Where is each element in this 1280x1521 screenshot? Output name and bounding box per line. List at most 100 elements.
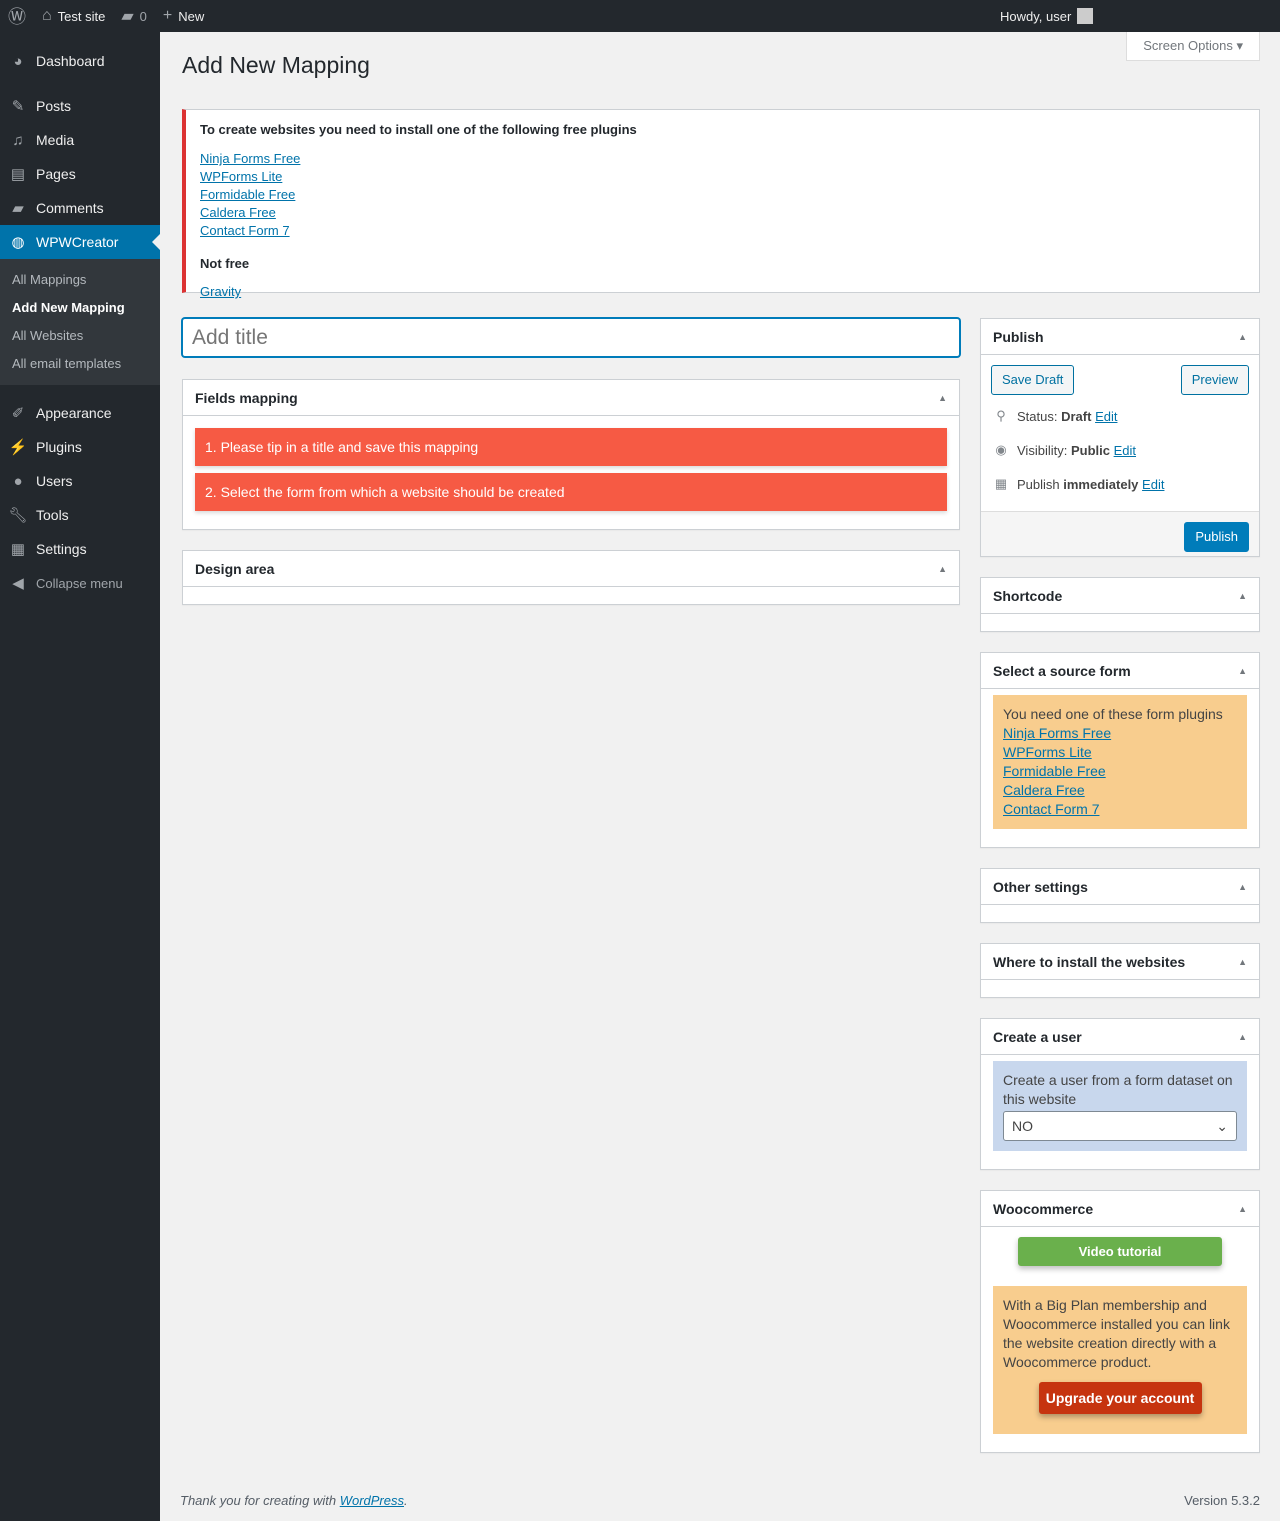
submenu-all-websites[interactable]: All Websites [12, 328, 84, 343]
box-header[interactable]: Woocommerce ▲ [981, 1191, 1259, 1227]
account-menu[interactable]: Howdy, user [1000, 8, 1280, 24]
wordpress-link[interactable]: WordPress [339, 1493, 404, 1508]
toggle-icon[interactable]: ▲ [1238, 1203, 1247, 1214]
video-tutorial-button[interactable]: Video tutorial [1018, 1237, 1222, 1266]
menu-label: Comments [36, 200, 104, 216]
selected-value: NO [1012, 1117, 1033, 1134]
caret-down-icon: ▾ [1236, 38, 1243, 53]
title-input[interactable] [182, 318, 960, 357]
toggle-icon[interactable]: ▲ [938, 392, 947, 403]
requirement-text: You need one of these form plugins [1003, 706, 1223, 722]
comment-icon: ▰ [121, 8, 134, 25]
plugin-requirement: You need one of these form plugins Ninja… [993, 695, 1247, 829]
plugin-notice: To create websites you need to install o… [182, 109, 1260, 299]
submenu-email-templates[interactable]: All email templates [12, 356, 122, 371]
screen-options-label: Screen Options [1143, 38, 1233, 53]
woocommerce-text: With a Big Plan membership and Woocommer… [1003, 1297, 1230, 1370]
box-header[interactable]: Where to install the websites ▲ [981, 944, 1259, 980]
toggle-icon[interactable]: ▲ [1238, 956, 1247, 967]
toggle-icon[interactable]: ▲ [1238, 1031, 1247, 1042]
box-title: Fields mapping [195, 389, 298, 406]
submenu-all-mappings[interactable]: All Mappings [12, 272, 87, 287]
menu-label: Posts [36, 98, 72, 114]
edit-schedule-link[interactable]: Edit [1142, 476, 1165, 492]
menu-label: Plugins [36, 439, 82, 455]
create-user-select[interactable]: NO ⌄ [1003, 1111, 1237, 1141]
notice-link[interactable]: Ninja Forms Free [200, 151, 301, 166]
toggle-icon[interactable]: ▲ [1238, 665, 1247, 676]
design-area-box: Design area ▲ [182, 550, 960, 605]
plugin-link[interactable]: Contact Form 7 [1003, 801, 1100, 817]
menu-label: Users [36, 473, 73, 489]
box-header[interactable]: Design area ▲ [183, 551, 959, 587]
globe-icon: ◍ [11, 234, 25, 251]
thanks-text: Thank you for creating with [180, 1493, 340, 1508]
box-title: Other settings [993, 878, 1088, 895]
box-header[interactable]: Publish ▲ [981, 319, 1259, 355]
menu-dashboard[interactable]: ◕ Dashboard [0, 44, 160, 78]
dashboard-icon: ◕ [13, 52, 23, 70]
menu-label: WPWCreator [36, 234, 119, 250]
edit-visibility-link[interactable]: Edit [1113, 442, 1137, 458]
plugin-link[interactable]: WPForms Lite [1003, 744, 1092, 760]
box-header[interactable]: Other settings ▲ [981, 869, 1259, 905]
menu-plugins[interactable]: ⚡ Plugins [0, 430, 160, 464]
toggle-icon[interactable]: ▲ [1238, 331, 1247, 342]
menu-posts[interactable]: ✎ Posts [0, 89, 160, 123]
menu-pages[interactable]: ▤ Pages [0, 157, 160, 191]
install-location-box: Where to install the websites ▲ [980, 943, 1260, 998]
pages-icon: ▤ [10, 166, 26, 183]
notice-link[interactable]: Gravity [200, 284, 242, 299]
box-header[interactable]: Select a source form ▲ [981, 653, 1259, 689]
calendar-icon: ▦ [994, 476, 1008, 491]
menu-settings[interactable]: ▦ Settings [0, 532, 160, 566]
wordpress-logo-icon[interactable]: Ⓦ [8, 7, 26, 27]
new-link[interactable]: + New [155, 0, 212, 32]
wrench-icon: 🔧︎ [8, 507, 28, 524]
menu-label: Media [36, 132, 75, 148]
notice-link[interactable]: Formidable Free [200, 187, 296, 202]
collapse-menu[interactable]: ◀ Collapse menu [0, 566, 160, 600]
menu-wpwcreator[interactable]: ◍ WPWCreator [0, 225, 160, 259]
upgrade-button[interactable]: Upgrade your account [1038, 1382, 1202, 1414]
media-icon: ♫ [12, 131, 24, 149]
menu-label: Settings [36, 541, 87, 557]
toggle-icon[interactable]: ▲ [1238, 590, 1247, 601]
notice-link[interactable]: Caldera Free [200, 205, 276, 220]
comment-count: 0 [139, 8, 147, 24]
plugin-link[interactable]: Formidable Free [1003, 763, 1106, 779]
edit-status-link[interactable]: Edit [1095, 408, 1118, 424]
menu-tools[interactable]: 🔧︎ Tools [0, 498, 160, 532]
publish-button[interactable]: Publish [1184, 522, 1249, 552]
box-title: Publish [993, 328, 1044, 345]
fields-mapping-box: Fields mapping ▲ 1. Please tip in a title… [182, 379, 960, 530]
footer: Thank you for creating with WordPress. V… [180, 1493, 1260, 1508]
box-title: Woocommerce [993, 1200, 1094, 1217]
notice-link[interactable]: Contact Form 7 [200, 223, 290, 238]
box-header[interactable]: Create a user ▲ [981, 1019, 1259, 1055]
plugin-link[interactable]: Caldera Free [1003, 782, 1085, 798]
create-user-panel: Create a user from a form dataset on thi… [993, 1061, 1247, 1151]
submenu-add-new-mapping[interactable]: Add New Mapping [12, 300, 125, 315]
menu-users[interactable]: ● Users [0, 464, 160, 498]
toggle-icon[interactable]: ▲ [1238, 881, 1247, 892]
site-link[interactable]: ⌂ Test site [34, 0, 113, 32]
notice-heading: To create websites you need to install o… [200, 122, 637, 137]
box-title: Where to install the websites [993, 953, 1186, 970]
menu-appearance[interactable]: ✐ Appearance [0, 396, 160, 430]
menu-comments[interactable]: ▰ Comments [0, 191, 160, 225]
preview-button[interactable]: Preview [1180, 365, 1249, 395]
box-header[interactable]: Fields mapping ▲ [183, 380, 959, 416]
toggle-icon[interactable]: ▲ [938, 563, 947, 574]
publish-label: Publish [1017, 476, 1060, 492]
comments-link[interactable]: ▰ 0 [113, 0, 155, 32]
status-label: Status: [1017, 408, 1058, 424]
screen-options-button[interactable]: Screen Options ▾ [1126, 32, 1260, 61]
plugin-icon: ⚡ [8, 439, 28, 456]
step-message: 1. Please tip in a title and save this m… [195, 428, 947, 466]
notice-link[interactable]: WPForms Lite [200, 169, 283, 184]
plugin-link[interactable]: Ninja Forms Free [1003, 725, 1112, 741]
box-header[interactable]: Shortcode ▲ [981, 578, 1259, 614]
save-draft-button[interactable]: Save Draft [991, 365, 1075, 395]
menu-media[interactable]: ♫ Media [0, 123, 160, 157]
